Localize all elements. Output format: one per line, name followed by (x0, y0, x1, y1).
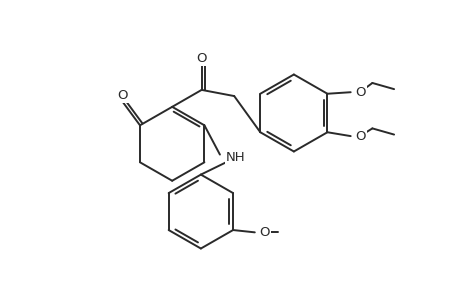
Text: O: O (259, 226, 269, 239)
Text: O: O (354, 130, 365, 142)
Text: O: O (196, 52, 207, 65)
Text: NH: NH (226, 151, 245, 164)
Text: O: O (354, 86, 365, 99)
Text: O: O (118, 89, 128, 102)
